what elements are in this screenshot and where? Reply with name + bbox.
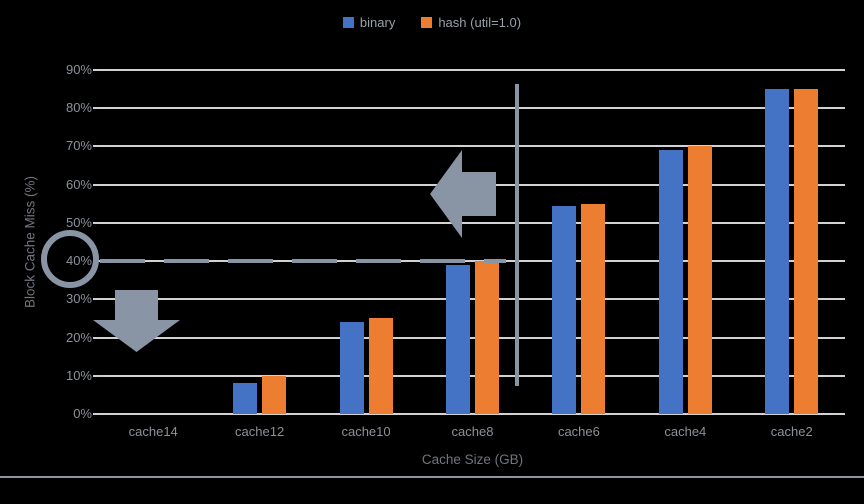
y-tick-label-0: 0% [73,406,92,421]
bar-binary-cache2 [765,89,790,414]
category-group-cache4 [632,70,738,414]
y-tickmark-50 [93,221,100,224]
y-tick-label-30: 30% [65,291,92,307]
bars-area [100,70,845,414]
bar-binary-cache4 [658,150,683,414]
x-label-cache8: cache8 [451,424,494,439]
y-axis-title: Block Cache Miss (%) [22,175,38,309]
vertical-divider-line [515,84,519,386]
x-label-cache12: cache12 [235,424,285,439]
y-tick-label-60: 60% [65,176,92,192]
left-arrow-icon [430,150,496,238]
category-group-cache8 [419,70,525,414]
y-tick-label-80: 80% [65,100,92,116]
down-arrow-icon [93,290,180,352]
x-label-cache6: cache6 [557,424,600,439]
y-tickmark-80 [93,107,100,110]
legend: binary hash (util=1.0) [0,12,864,32]
category-group-cache12 [206,70,312,414]
y-tickmark-10 [93,374,100,377]
legend-swatch-icon [342,16,354,28]
y-tickmark-70 [93,145,100,148]
bar-hash-cache2 [794,89,819,414]
category-group-cache14 [100,70,206,414]
legend-swatch-icon [421,16,433,28]
bar-hash-cache6 [581,203,606,414]
bar-hash-cache12 [262,375,287,414]
bar-binary-cache10 [339,322,364,414]
legend-label: binary [359,14,396,30]
dashed-reference-line [100,259,506,264]
bottom-border-line [0,476,864,478]
y-tickmark-60 [93,183,100,186]
x-axis-title: Cache Size (GB) [421,452,524,467]
x-label-cache14: cache14 [128,424,178,439]
legend-item-hash: hash (util=1.0) [421,15,521,30]
bar-hash-cache8 [474,261,499,414]
bar-binary-cache8 [445,264,470,414]
bar-binary-cache12 [233,383,258,414]
y-tick-label-90: 90% [65,62,92,77]
y-tick-label-20: 20% [65,329,92,345]
x-label-cache4: cache4 [664,424,707,439]
x-label-cache2: cache2 [770,424,813,439]
y-tickmark-90 [93,69,100,71]
bar-binary-cache6 [552,205,577,414]
legend-label: hash (util=1.0) [438,14,522,30]
y-tick-label-10: 10% [65,367,92,383]
category-group-cache6 [526,70,632,414]
x-label-cache10: cache10 [341,424,391,439]
y-tick-label-50: 50% [65,214,92,230]
category-group-cache10 [313,70,419,414]
legend-item-binary: binary [342,14,396,30]
bar-hash-cache10 [368,318,393,414]
y-tickmark-0 [93,413,100,415]
y-tick-label-70: 70% [65,138,92,154]
bar-hash-cache4 [687,146,712,414]
x-axis-labels: cache14 cache12 cache10 cache8 cache6 cache4 c… [100,424,845,439]
circle-annotation [41,230,99,288]
category-group-cache2 [739,70,845,414]
